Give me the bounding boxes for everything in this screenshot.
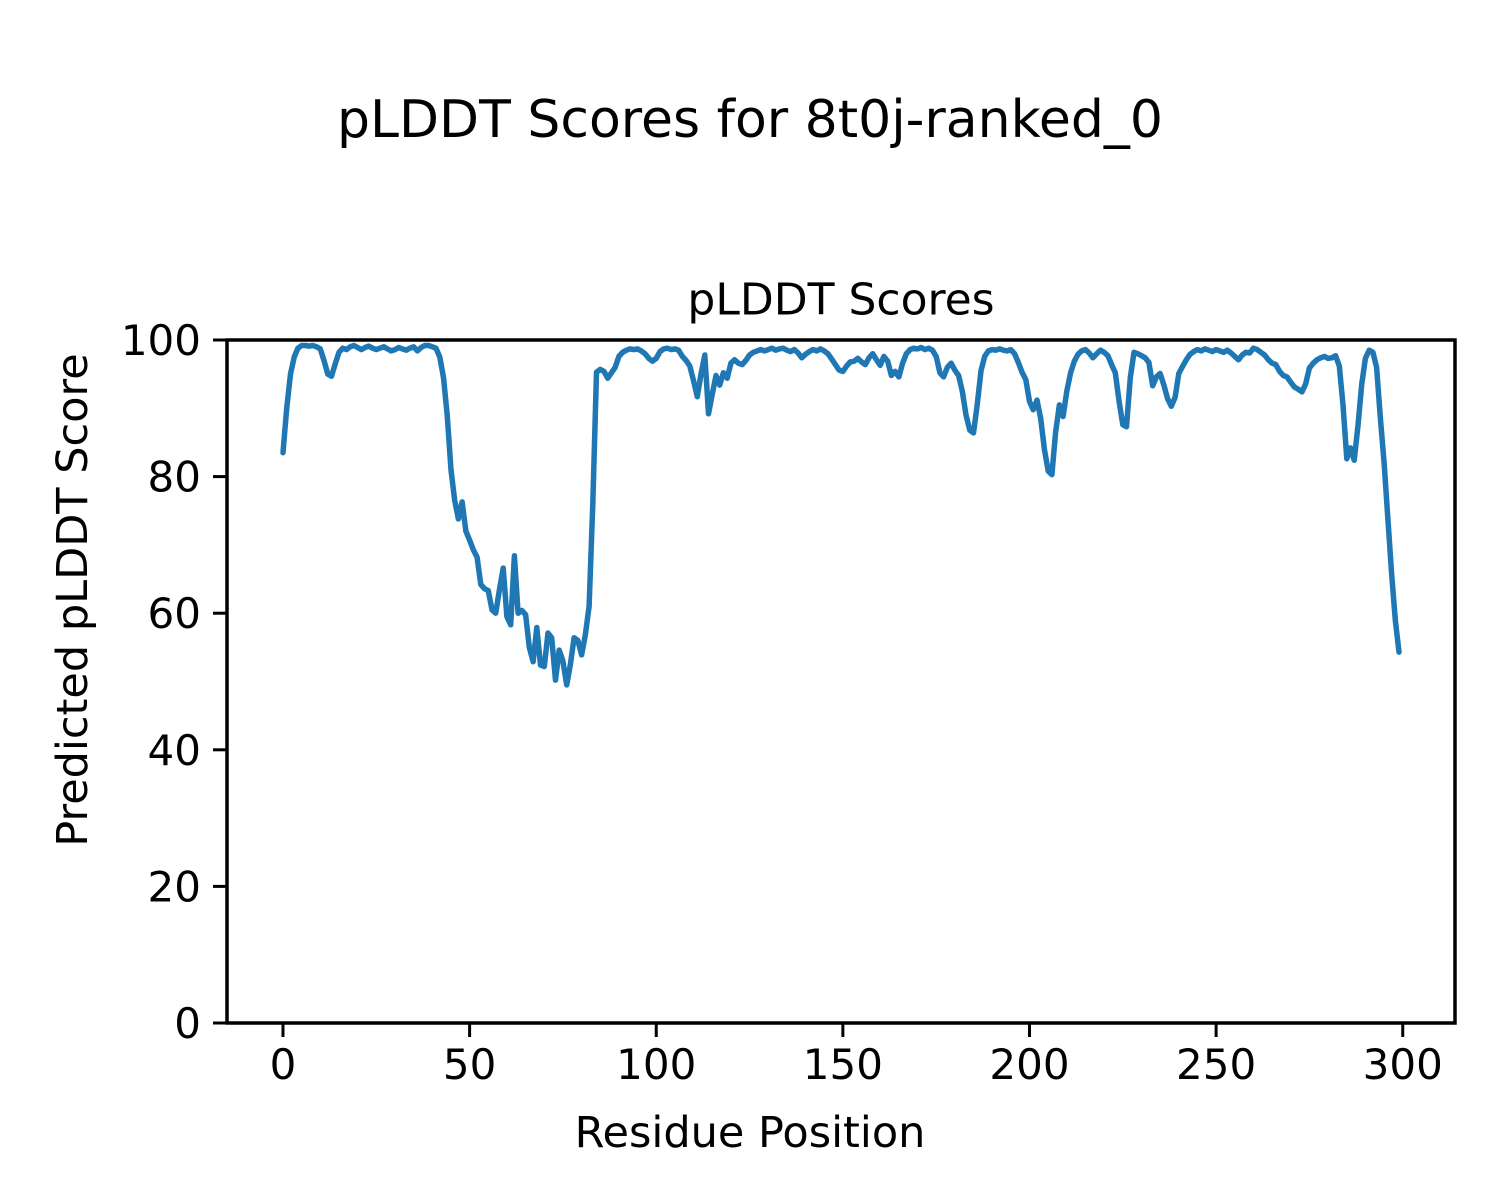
- x-tick-label: 0: [270, 1040, 297, 1089]
- y-tick-label: 60: [148, 589, 201, 638]
- plot-border: [225, 338, 1457, 1025]
- x-tick-label: 200: [989, 1040, 1069, 1089]
- figure-title: pLDDT Scores for 8t0j-ranked_0: [337, 90, 1163, 150]
- y-axis-label: Predicted pLDDT Score: [48, 353, 98, 847]
- plddt-score-line: [280, 342, 1402, 688]
- x-tick-label: 250: [1176, 1040, 1256, 1089]
- x-tick-label: 300: [1363, 1040, 1443, 1089]
- y-tick-label: 80: [148, 453, 201, 502]
- x-tick-label: 50: [443, 1040, 496, 1089]
- axes-title: pLDDT Scores: [687, 274, 995, 326]
- y-tick-label: 100: [121, 316, 201, 365]
- x-tick-label: 150: [803, 1040, 883, 1089]
- y-tick-label: 20: [148, 862, 201, 911]
- y-tick-label: 0: [174, 999, 201, 1048]
- x-axis-label: Residue Position: [574, 1108, 926, 1158]
- y-tick-label: 40: [148, 726, 201, 775]
- x-tick-label: 100: [616, 1040, 696, 1089]
